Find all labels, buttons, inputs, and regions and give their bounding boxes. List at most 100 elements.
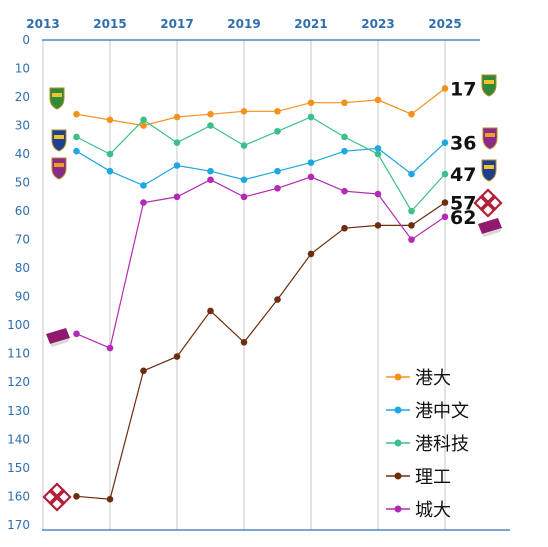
cuhk-crest-icon	[51, 129, 67, 152]
y-tick-170: 170	[7, 518, 30, 532]
cuhk-crest-icon-right	[481, 159, 497, 182]
data-point-0-2016	[140, 122, 147, 129]
polyu-logo-icon-right	[473, 188, 503, 218]
data-point-0-2017	[173, 113, 181, 121]
data-point-2-2020	[274, 127, 281, 135]
data-point-1-2020	[274, 167, 281, 175]
y-tick-140: 140	[7, 432, 30, 446]
data-point-1-2022	[341, 147, 348, 155]
data-point-1-2017	[173, 162, 181, 169]
y-tick-60: 60	[15, 204, 30, 218]
series-line-4	[76, 176, 446, 349]
x-tick-2013: 2013	[26, 17, 59, 31]
hkust-crest-icon-right	[482, 127, 498, 150]
cityu-logo-icon-right-fold	[482, 228, 502, 237]
data-point-4-2015	[106, 344, 114, 352]
data-point-3-2019	[240, 339, 248, 346]
y-tick-160: 160	[7, 489, 30, 503]
cuhk-crest-icon-band	[54, 135, 64, 139]
data-point-1-2019	[240, 176, 248, 184]
y-tick-labels: 0 10 20 30 40 50 60 70 80 90 100 110 120 130 140 150 160…	[7, 33, 30, 532]
data-point-1-2014	[73, 147, 80, 155]
series-line-2	[76, 116, 446, 213]
series-line-1	[76, 142, 446, 187]
university-logos	[42, 74, 503, 512]
data-point-2-2014	[73, 133, 80, 141]
hku-crest-icon-right-band	[484, 80, 494, 84]
x-tick-2023: 2023	[361, 17, 394, 31]
y-tick-40: 40	[15, 147, 30, 161]
data-point-4-2025	[441, 213, 449, 221]
end-label-1: 36	[450, 133, 476, 155]
x-tick-2019: 2019	[227, 17, 260, 31]
cityu-logo-icon	[46, 328, 70, 347]
data-point-0-2024	[408, 110, 415, 118]
legend-marker-3	[394, 472, 402, 480]
y-tick-10: 10	[15, 62, 30, 76]
polyu-logo-icon-ring-3	[42, 488, 60, 506]
data-point-3-2021	[307, 250, 315, 258]
end-label-2: 47	[450, 164, 476, 186]
data-point-0-2023	[374, 96, 382, 104]
data-point-4-2023	[374, 190, 382, 198]
cityu-logo-icon-right-shape	[478, 218, 502, 234]
data-point-3-2024	[408, 222, 415, 229]
hku-crest-icon-right-shield	[481, 74, 497, 97]
x-tick-2021: 2021	[294, 17, 327, 31]
legend-marker-0	[394, 373, 402, 381]
data-point-3-2022	[341, 224, 348, 232]
legend-label-2: 港科技	[415, 434, 469, 455]
cityu-logo-icon-shape	[46, 328, 70, 344]
legend-label-3: 理工	[415, 467, 451, 488]
data-point-0-2018	[207, 110, 214, 118]
data-point-1-2021	[307, 159, 315, 166]
data-point-0-2014	[73, 110, 80, 118]
y-tick-30: 30	[15, 119, 30, 133]
hkust-crest-icon	[51, 157, 67, 180]
data-point-1-2018	[207, 167, 214, 175]
data-point-2-2022	[341, 133, 348, 141]
legend-marker-4	[394, 505, 402, 513]
data-point-0-2022	[341, 99, 348, 107]
x-tick-2017: 2017	[160, 17, 193, 31]
data-point-3-2023	[374, 222, 382, 229]
polyu-logo-icon	[42, 482, 72, 512]
data-point-4-2018	[207, 176, 214, 184]
hkust-crest-icon-right-shield	[482, 127, 498, 150]
x-tick-2025: 2025	[428, 17, 461, 31]
data-point-3-2015	[106, 495, 114, 503]
data-point-0-2025	[441, 85, 449, 92]
polyu-logo-icon-right-ring-2	[479, 200, 497, 218]
end-label-0: 17	[450, 78, 476, 100]
data-point-1-2023	[374, 145, 382, 152]
polyu-logo-icon-ring-2	[48, 494, 66, 512]
legend-label-4: 城大	[415, 500, 451, 521]
data-point-1-2025	[441, 139, 449, 146]
legend-marker-2	[394, 439, 402, 447]
y-tick-70: 70	[15, 233, 30, 247]
data-point-4-2016	[140, 199, 147, 206]
y-tick-80: 80	[15, 261, 30, 275]
y-tick-130: 130	[7, 404, 30, 418]
data-point-2-2025	[441, 170, 449, 178]
data-point-1-2016	[140, 182, 147, 189]
data-point-0-2020	[274, 108, 281, 115]
end-label-3: 57	[450, 193, 476, 215]
data-point-2-2024	[408, 207, 415, 215]
legend-label-0: 港大	[415, 368, 451, 389]
data-point-2-2021	[307, 113, 315, 121]
data-point-1-2015	[106, 167, 114, 175]
data-point-3-2016	[140, 367, 147, 375]
data-point-4-2024	[408, 236, 415, 243]
data-point-2-2019	[240, 142, 248, 149]
y-tick-50: 50	[15, 176, 30, 190]
y-tick-150: 150	[7, 461, 30, 475]
data-point-0-2015	[106, 116, 114, 124]
cityu-logo-icon-fold	[50, 338, 70, 347]
data-point-4-2021	[307, 173, 315, 181]
series-lines	[73, 85, 449, 503]
legend-marker-1	[394, 406, 402, 414]
y-tick-120: 120	[7, 375, 30, 389]
